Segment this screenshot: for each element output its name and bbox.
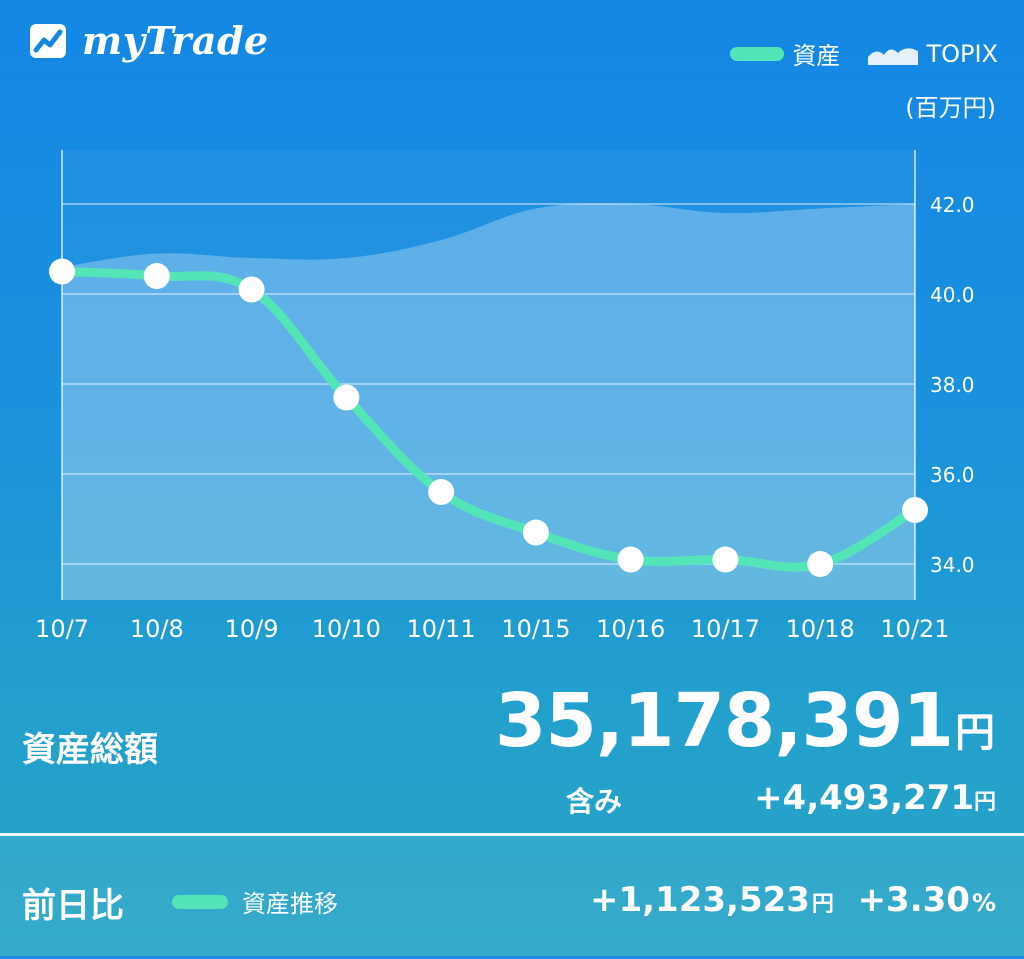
- legend-item-topix[interactable]: TOPIX: [868, 40, 998, 68]
- unrealized-gain-value: +4,493,271円: [754, 778, 996, 818]
- asset-data-point[interactable]: [807, 551, 834, 577]
- unrealized-gain-number: +4,493,271: [754, 778, 974, 818]
- asset-data-point[interactable]: [522, 519, 549, 546]
- daily-change-amount: +1,123,523円: [590, 880, 834, 920]
- total-assets-yen: 円: [955, 710, 995, 756]
- daily-change-label: 前日比: [22, 886, 124, 926]
- topix-area-swatch-icon: [868, 47, 919, 65]
- y-tick-label: 36.0: [930, 463, 975, 487]
- plot-area: [62, 150, 915, 600]
- app-logo: myTrade: [28, 18, 269, 63]
- x-tick-label: 10/15: [501, 615, 570, 643]
- daily-change-pct-symbol: %: [971, 889, 996, 917]
- asset-line: [57, 267, 920, 572]
- x-tick-label: 10/16: [596, 615, 665, 643]
- x-tick-label: 10/11: [407, 615, 476, 643]
- total-assets-number: 35,178,391: [494, 678, 954, 764]
- x-tick-label: 10/18: [786, 615, 855, 643]
- asset-data-point[interactable]: [333, 384, 360, 411]
- trend-label: 資産推移: [242, 890, 338, 918]
- daily-change-yen: 円: [811, 892, 834, 917]
- y-tick-label: 42.0: [930, 193, 975, 217]
- daily-change-percent: +3.30%: [858, 880, 996, 920]
- legend-item-asset[interactable]: 資産: [730, 36, 840, 71]
- chart-unit-label: (百万円): [905, 94, 996, 122]
- asset-line-swatch: [730, 46, 785, 61]
- y-tick-label: 40.0: [930, 283, 975, 307]
- daily-change-bar: 前日比 資産推移 +1,123,523円 +3.30%: [0, 833, 1024, 959]
- daily-change-pct-number: +3.30: [857, 880, 970, 920]
- asset-data-point[interactable]: [143, 263, 170, 289]
- total-assets-value: 35,178,391円: [494, 678, 995, 764]
- mytrade-logo-icon: [30, 23, 66, 58]
- asset-data-point[interactable]: [428, 479, 455, 505]
- asset-trend-toggle[interactable]: 資産推移: [172, 884, 338, 919]
- asset-chart[interactable]: 34.0 36.0 38.0 40.0 42.0 10/7 10/8 10/9 10/10 10/…: [0, 140, 1024, 650]
- x-tick-label: 10/8: [130, 615, 184, 643]
- unrealized-gain-label: 含み: [566, 785, 623, 818]
- asset-data-point[interactable]: [902, 497, 928, 523]
- topix-area: [62, 203, 915, 601]
- legend-asset-label: 資産: [792, 42, 841, 70]
- app-header: myTrade 資産 TOPIX (百万円): [0, 0, 1024, 122]
- x-tick-label: 10/7: [35, 615, 89, 643]
- legend-topix-label: TOPIX: [926, 39, 998, 68]
- y-tick-label: 38.0: [930, 373, 975, 397]
- asset-data-point[interactable]: [617, 546, 644, 573]
- app-title: myTrade: [82, 18, 269, 63]
- asset-data-point[interactable]: [238, 276, 265, 303]
- chart-legend: 資産 TOPIX: [702, 36, 998, 71]
- y-tick-label: 34.0: [930, 553, 975, 577]
- trend-line-swatch: [172, 894, 228, 909]
- total-assets-label: 資産総額: [22, 730, 158, 770]
- unrealized-gain-yen: 円: [973, 790, 996, 815]
- x-tick-label: 10/9: [225, 615, 279, 643]
- asset-data-point[interactable]: [49, 258, 75, 285]
- asset-data-point[interactable]: [712, 546, 739, 573]
- x-tick-label: 10/21: [880, 615, 949, 643]
- x-tick-label: 10/10: [312, 615, 381, 643]
- x-tick-label: 10/17: [691, 615, 760, 643]
- daily-change-number: +1,123,523: [590, 880, 810, 920]
